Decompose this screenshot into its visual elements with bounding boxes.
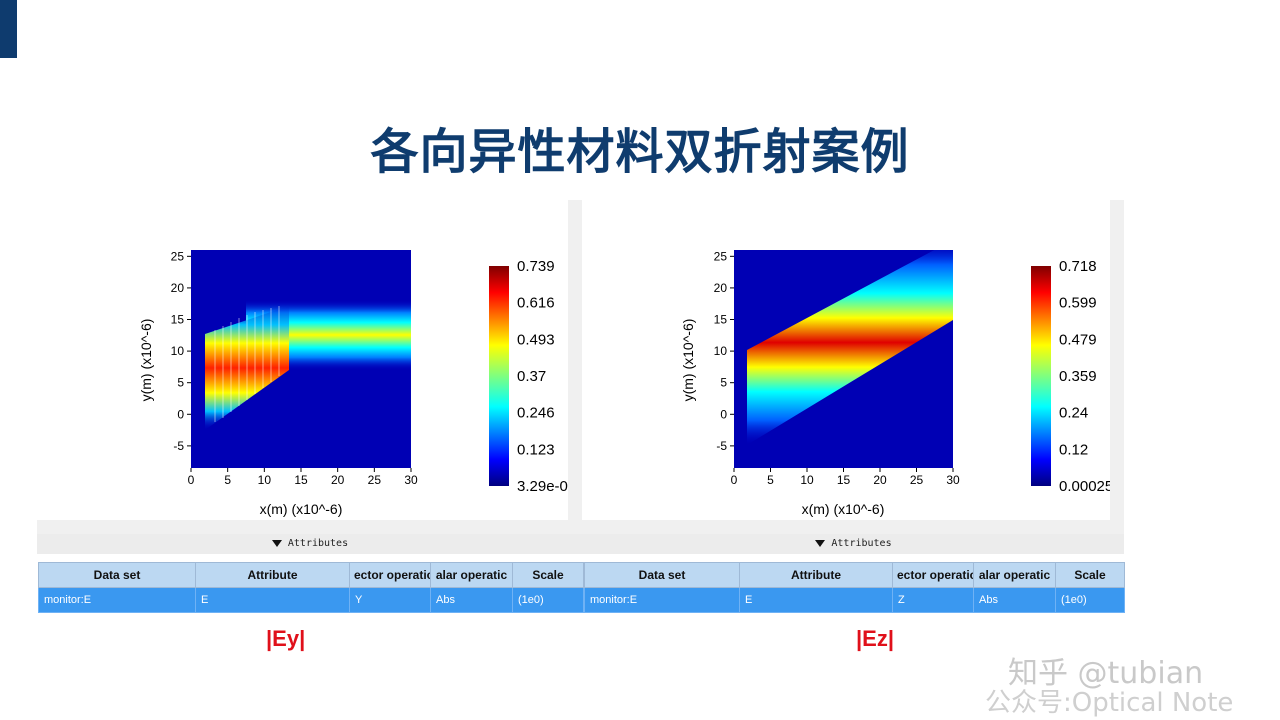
attributes-label: Attributes <box>831 538 892 549</box>
x-tick-label: 0 <box>188 473 195 487</box>
attributes-label: Attributes <box>287 538 349 549</box>
x-tick-label: 20 <box>331 473 345 487</box>
ez-colorbar <box>1031 266 1051 486</box>
x-tick-label: 25 <box>368 473 382 487</box>
cell-vector-operation[interactable]: Z <box>892 587 974 613</box>
cell-dataset[interactable]: monitor:E <box>584 587 740 613</box>
y-tick-label: 10 <box>714 344 728 358</box>
ey-plot: 0 5 10 15 20 25 30 25 20 15 10 5 0 -5 0.739 0.616 0.493… <box>37 200 568 520</box>
colorbar-tick-label: 0.718 <box>1059 258 1097 275</box>
right-panel-border <box>1110 200 1124 520</box>
attributes-table-ey: Data set Attribute ector operatic alar o… <box>38 562 584 613</box>
col-header-attribute[interactable]: Attribute <box>195 562 350 588</box>
attributes-toggle-right[interactable]: Attributes <box>583 534 1124 554</box>
caption-ez: |Ez| <box>856 626 894 651</box>
ez-beam <box>747 250 953 445</box>
x-tick-label: 10 <box>800 473 814 487</box>
colorbar-tick-label: 0.479 <box>1059 331 1097 348</box>
caption-ey: |Ey| <box>266 626 306 651</box>
attributes-table-ez: Data set Attribute ector operatic alar o… <box>584 562 1125 613</box>
y-tick-label: -5 <box>173 439 184 453</box>
y-tick-label: -5 <box>716 439 727 453</box>
attributes-toggle-left[interactable]: Attributes <box>37 534 583 554</box>
table-row[interactable]: monitor:E E Y Abs (1e0) <box>38 587 584 613</box>
y-tick-label: 25 <box>714 249 728 263</box>
y-tick-label: 10 <box>171 344 185 358</box>
x-tick-label: 20 <box>873 473 887 487</box>
cell-scalar-operation[interactable]: Abs <box>973 587 1056 613</box>
corner-accent-bar <box>0 0 17 58</box>
col-header-dataset[interactable]: Data set <box>38 562 196 588</box>
x-tick-label: 5 <box>767 473 774 487</box>
colorbar-tick-label: 0.12 <box>1059 441 1088 458</box>
ey-beam <box>205 300 411 430</box>
y-tick-label: 15 <box>714 313 728 327</box>
cell-scale[interactable]: (1e0) <box>512 587 584 613</box>
x-tick-label: 30 <box>404 473 418 487</box>
ey-fringes <box>214 306 280 422</box>
collapse-triangle-icon <box>271 539 282 547</box>
x-tick-label: 0 <box>731 473 738 487</box>
table-row[interactable]: monitor:E E Z Abs (1e0) <box>584 587 1125 613</box>
colorbar-tick-label: 0.616 <box>517 295 555 312</box>
y-tick-label: 20 <box>171 281 185 295</box>
y-tick-label: 0 <box>177 407 184 421</box>
colorbar-tick-label: 0.24 <box>1059 405 1088 422</box>
watermark-wechat: 公众号:Optical Note <box>985 688 1234 718</box>
col-header-vector-operation[interactable]: ector operatic <box>892 562 974 588</box>
col-header-scalar-operation[interactable]: alar operatic <box>973 562 1056 588</box>
cell-vector-operation[interactable]: Y <box>349 587 431 613</box>
table-header-row: Data set Attribute ector operatic alar o… <box>38 562 584 588</box>
col-header-scale[interactable]: Scale <box>512 562 584 588</box>
cell-scalar-operation[interactable]: Abs <box>430 587 513 613</box>
x-tick-label: 30 <box>946 473 960 487</box>
colorbar-tick-label: 0.359 <box>1059 368 1097 385</box>
x-tick-label: 15 <box>837 473 851 487</box>
x-tick-label: 10 <box>258 473 272 487</box>
cell-attribute[interactable]: E <box>739 587 893 613</box>
ez-x-axis-label: x(m) (x10^-6) <box>802 501 885 517</box>
cell-dataset[interactable]: monitor:E <box>38 587 196 613</box>
ez-plot: 0 5 10 15 20 25 30 25 20 15 10 5 0 -5 0.718 0.599 0.479… <box>583 200 1113 520</box>
col-header-dataset[interactable]: Data set <box>584 562 740 588</box>
panel-bottom-strip <box>37 520 1124 534</box>
collapse-triangle-icon <box>815 539 826 547</box>
colorbar-tick-label: 3.29e-0 <box>517 478 568 495</box>
x-tick-label: 5 <box>224 473 231 487</box>
colorbar-tick-label: 0.37 <box>517 368 546 385</box>
colorbar-tick-label: 0.599 <box>1059 295 1097 312</box>
y-tick-label: 5 <box>177 376 184 390</box>
colorbar-tick-label: 0.246 <box>517 405 555 422</box>
ey-y-axis-label: y(m) (x10^-6) <box>138 319 154 402</box>
slide-title: 各向异性材料双折射案例 <box>370 124 910 180</box>
ez-y-axis-label: y(m) (x10^-6) <box>680 319 696 402</box>
col-header-scalar-operation[interactable]: alar operatic <box>430 562 513 588</box>
col-header-scale[interactable]: Scale <box>1055 562 1125 588</box>
watermark-zhihu: 知乎 @tubian <box>1008 656 1204 691</box>
y-tick-label: 15 <box>171 313 185 327</box>
col-header-vector-operation[interactable]: ector operatic <box>349 562 431 588</box>
colorbar-tick-label: 0.123 <box>517 441 555 458</box>
x-tick-label: 15 <box>294 473 308 487</box>
colorbar-tick-label: 0.493 <box>517 331 555 348</box>
table-header-row: Data set Attribute ector operatic alar o… <box>584 562 1125 588</box>
cell-scale[interactable]: (1e0) <box>1055 587 1125 613</box>
y-tick-label: 0 <box>720 407 727 421</box>
ey-colorbar <box>489 266 509 486</box>
colorbar-tick-label: 0.739 <box>517 258 555 275</box>
y-tick-label: 5 <box>720 376 727 390</box>
colorbar-tick-label: 0.00025 <box>1059 478 1110 495</box>
y-tick-label: 25 <box>171 249 185 263</box>
cell-attribute[interactable]: E <box>195 587 350 613</box>
left-panel-border <box>568 200 582 520</box>
col-header-attribute[interactable]: Attribute <box>739 562 893 588</box>
x-tick-label: 25 <box>910 473 924 487</box>
ey-x-axis-label: x(m) (x10^-6) <box>260 501 343 517</box>
y-tick-label: 20 <box>714 281 728 295</box>
